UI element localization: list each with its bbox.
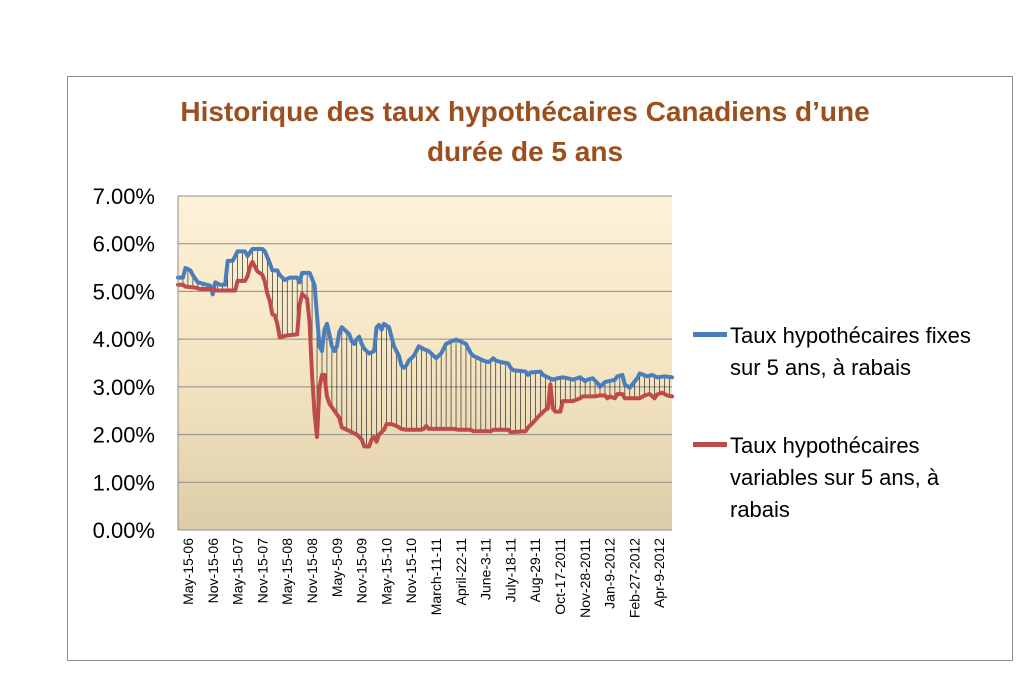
y-tick-label: 6.00% [93,232,155,257]
x-tick-label: May-15-10 [378,538,394,605]
x-tick-label: July-18-11 [502,538,518,603]
x-tick-label: Nov-28-2011 [577,538,593,618]
legend-label-fixed-line-2: sur 5 ans, à rabais [730,355,911,380]
series-line-variable [176,259,674,449]
legend-label-fixed-line-1: Taux hypothécaires fixes [730,323,971,348]
x-tick-label: May-15-08 [279,538,295,605]
x-tick-label: Feb-27-2012 [626,538,642,618]
chart-title: Historique des taux hypothécaires Canadi… [120,92,930,172]
x-tick-label: March-11-11 [428,538,444,616]
legend-label-variable-line-1: Taux hypothécaires [730,433,920,458]
y-tick-label: 3.00% [93,375,155,400]
y-tick-label: 1.00% [93,470,155,495]
y-tick-label: 4.00% [93,327,155,352]
x-tick-label: May-5-09 [329,538,345,597]
chart-title-line-2: durée de 5 ans [426,136,624,167]
x-tick-label: Jan-9-2012 [602,538,618,609]
y-tick-label: 0.00% [93,518,155,543]
x-tick-label: Oct-17-2011 [552,538,568,615]
x-tick-label: Nov-15-10 [403,538,419,604]
x-tick-label: Apr-9-2012 [651,538,667,608]
x-tick-label: May-15-06 [180,538,196,605]
series-line-fixed [176,246,674,390]
x-tick-label: May-15-07 [230,538,246,605]
y-tick-label: 7.00% [93,184,155,209]
legend-label-fixed: Taux hypothécaires fixes sur 5 ans, à ra… [730,320,1010,384]
y-tick-label: 5.00% [93,279,155,304]
legend-label-variable-line-2: variables sur 5 ans, à [730,465,940,490]
x-tick-label: June-3-11 [478,538,494,600]
legend-label-variable-line-3: rabais [730,497,790,522]
x-tick-label: Nov-15-08 [304,538,320,604]
plot-area [178,196,672,530]
chart-title-line-1: Historique des taux hypothécaires Canadi… [180,96,870,127]
legend-swatch-fixed [693,332,727,337]
x-tick-label: Nov-15-07 [254,538,270,604]
x-tick-label: April-22-11 [453,538,469,606]
x-tick-label: Nov-15-09 [354,538,370,604]
legend-swatch-variable [693,442,727,447]
y-tick-label: 2.00% [93,423,155,448]
x-tick-label: Aug-29-11 [527,538,543,603]
legend-label-variable: Taux hypothécaires variables sur 5 ans, … [730,430,1010,526]
x-tick-label: Nov-15-06 [205,538,221,604]
